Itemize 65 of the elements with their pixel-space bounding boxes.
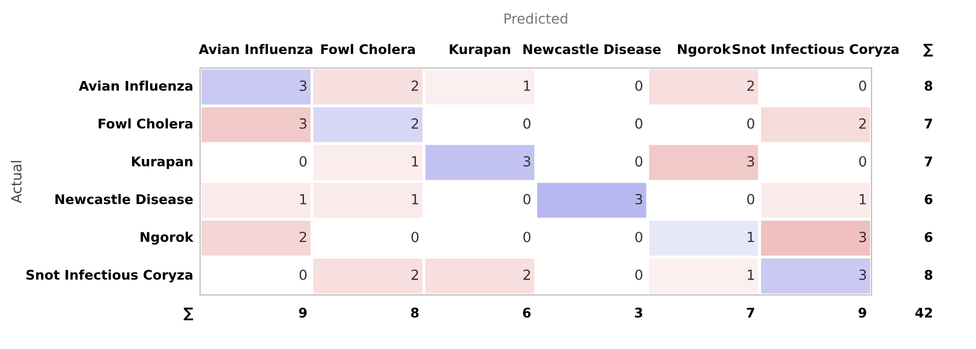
text: 9: [858, 308, 866, 318]
data-label: 3: [524, 156, 530, 167]
text: 9: [299, 308, 307, 318]
data-label: 0: [635, 80, 642, 91]
data-label: 3: [747, 156, 754, 167]
data-label: 3: [635, 194, 642, 204]
data-label: 0: [523, 118, 530, 129]
x-tick-label: Fowl Cholera: [321, 44, 415, 54]
data-label: 0: [635, 232, 642, 242]
data-label: 2: [412, 270, 418, 280]
data-label: 1: [748, 270, 754, 280]
data-label: 1: [412, 194, 418, 204]
y-tick-label: Ngorok: [140, 232, 194, 245]
y2-tick-label: 8: [924, 270, 932, 280]
text: 6: [522, 308, 531, 318]
data-label: 2: [524, 270, 530, 280]
data-label: 3: [300, 118, 306, 129]
text: ∑: [923, 44, 933, 56]
y-tick-label: Newcastle Disease: [55, 194, 193, 204]
text: 7: [746, 308, 754, 318]
y2-tick-label: 7: [924, 118, 932, 128]
data-label: 2: [747, 80, 754, 91]
data-label: 0: [859, 156, 866, 167]
data-label: 0: [412, 232, 419, 242]
y2-tick-label: 6: [924, 194, 932, 204]
data-label: 0: [635, 118, 642, 129]
data-label: 0: [300, 270, 307, 280]
data-label: 0: [747, 118, 754, 129]
data-label: 0: [859, 80, 866, 91]
data-label: 1: [524, 80, 530, 91]
data-label: 0: [300, 156, 307, 167]
data-label: 3: [859, 270, 866, 280]
x-tick-label: Snot Infectious Coryza: [732, 44, 898, 57]
data-label: 1: [300, 194, 306, 204]
y-tick-label: Fowl Cholera: [98, 118, 192, 129]
text: ∑: [184, 308, 194, 320]
data-label: 0: [747, 194, 754, 204]
x-axis-title: Predicted: [504, 13, 568, 24]
data-label: 0: [635, 270, 642, 280]
data-label: 2: [859, 118, 866, 129]
data-label: 0: [523, 232, 530, 242]
data-label: 3: [859, 232, 866, 242]
data-label: 2: [412, 80, 418, 91]
y-tick-label: Snot Infectious Coryza: [26, 270, 192, 282]
y-tick-label: Kurapan: [132, 156, 192, 169]
x-tick-label: Newcastle Disease: [523, 44, 661, 54]
text: 8: [411, 308, 419, 318]
y2-tick-label: 6: [924, 232, 932, 242]
text: 42: [915, 308, 932, 318]
data-label: 0: [635, 156, 642, 167]
y-axis-title: Actual: [10, 161, 22, 204]
data-label: 2: [300, 232, 306, 242]
text: 3: [634, 308, 642, 318]
x-tick-label: Ngorok: [678, 44, 731, 57]
x-tick-label: Avian Influenza: [198, 44, 312, 54]
data-label: 3: [300, 80, 306, 91]
y2-tick-label: 7: [924, 156, 932, 166]
y2-tick-label: 8: [924, 80, 932, 91]
data-label: 1: [748, 232, 754, 242]
data-label: 1: [412, 156, 418, 166]
data-label: 1: [860, 194, 866, 204]
x-tick-label: Kurapan: [450, 44, 510, 57]
data-label: 0: [523, 194, 530, 204]
y-tick-label: Avian Influenza: [78, 80, 192, 91]
data-label: 2: [412, 118, 418, 129]
